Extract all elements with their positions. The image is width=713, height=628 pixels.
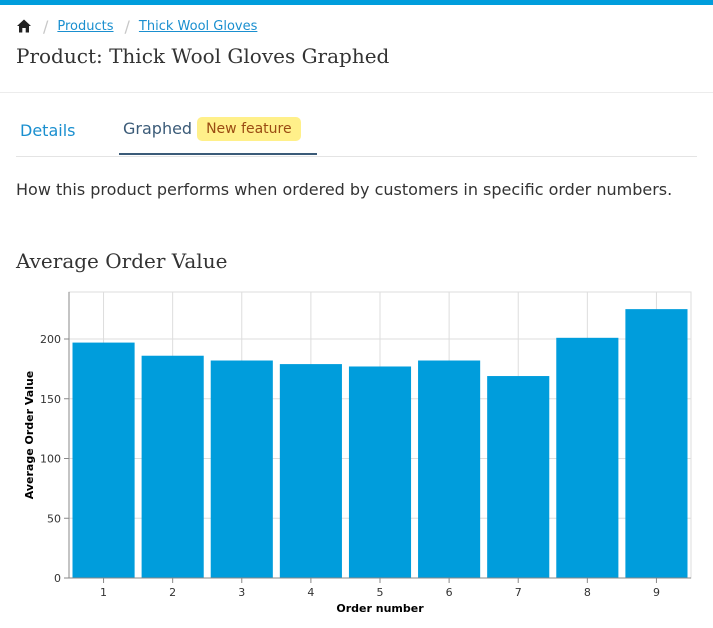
breadcrumb-product-link[interactable]: Thick Wool Gloves bbox=[138, 18, 258, 34]
new-feature-badge: New feature bbox=[197, 116, 301, 141]
bar-order-1 bbox=[72, 342, 135, 578]
page-title: Product: Thick Wool Gloves Graphed bbox=[16, 44, 390, 68]
y-tick-label: 150 bbox=[40, 393, 61, 406]
bar-order-6 bbox=[418, 360, 481, 578]
tab-graphed-label: Graphed bbox=[123, 119, 193, 138]
bar-order-8 bbox=[556, 337, 619, 578]
description: How this product performs when ordered b… bbox=[16, 180, 673, 199]
x-axis-title: Order number bbox=[336, 602, 424, 615]
top-accent-bar bbox=[0, 0, 713, 5]
bar-order-2 bbox=[141, 355, 204, 578]
y-tick-label: 100 bbox=[40, 453, 61, 466]
x-tick-label: 6 bbox=[446, 586, 453, 599]
tab-details[interactable]: Details bbox=[20, 104, 75, 156]
y-tick-label: 200 bbox=[40, 333, 61, 346]
x-tick-label: 4 bbox=[307, 586, 314, 599]
bar-order-9 bbox=[625, 309, 688, 578]
tab-details-label: Details bbox=[20, 120, 76, 140]
y-tick-label: 50 bbox=[47, 512, 61, 525]
bar-order-5 bbox=[348, 366, 412, 578]
x-tick-label: 2 bbox=[169, 586, 176, 599]
chart-title: Average Order Value bbox=[16, 249, 228, 273]
x-tick-label: 8 bbox=[584, 586, 591, 599]
breadcrumb-separator: / bbox=[124, 16, 130, 36]
tab-bar: Details Graphed New feature bbox=[16, 104, 697, 157]
tab-graphed[interactable]: Graphed New feature bbox=[119, 104, 317, 155]
bar-chart: 0 50 100 150 200 1 2 3 4 5 6 7 8 9 Order number Average… bbox=[23, 291, 692, 615]
y-axis-title: Average Order Value bbox=[23, 371, 36, 500]
bar-order-3 bbox=[210, 360, 273, 578]
x-tick-label: 9 bbox=[653, 586, 660, 599]
breadcrumb-products-link[interactable]: Products bbox=[57, 18, 114, 34]
home-icon[interactable] bbox=[16, 18, 32, 34]
y-tick-label: 0 bbox=[54, 572, 61, 585]
bar-order-7 bbox=[487, 376, 550, 578]
header-divider bbox=[0, 92, 713, 93]
x-tick-label: 7 bbox=[515, 586, 522, 599]
bar-order-4 bbox=[279, 364, 342, 578]
breadcrumb: / Products / Thick Wool Gloves bbox=[16, 16, 257, 36]
x-tick-label: 5 bbox=[377, 586, 384, 599]
breadcrumb-separator: / bbox=[43, 16, 49, 36]
x-tick-label: 3 bbox=[238, 586, 245, 599]
x-tick-label: 1 bbox=[100, 586, 107, 599]
